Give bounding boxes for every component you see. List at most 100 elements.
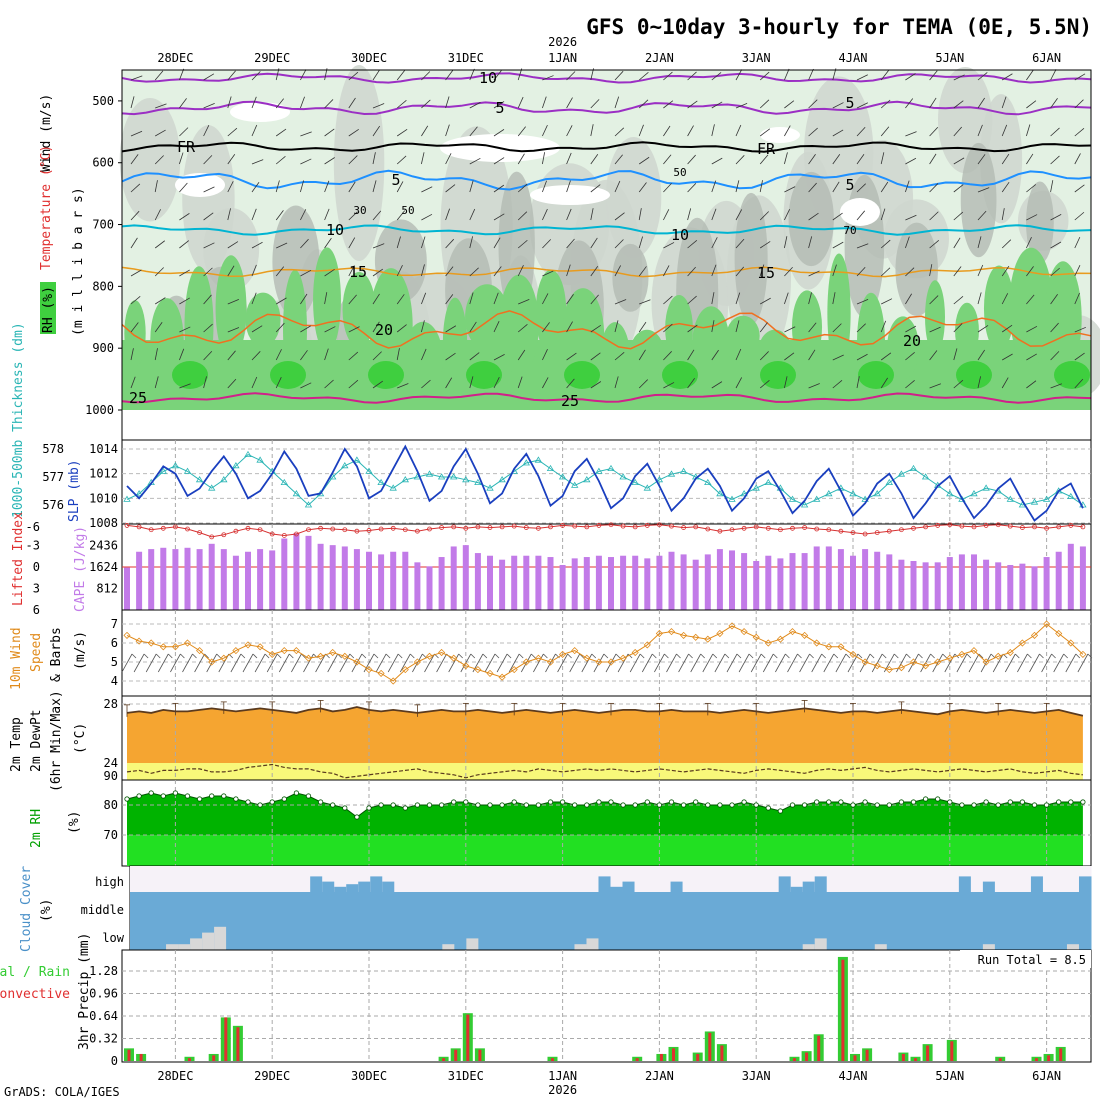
- top-day-label: 28DEC: [157, 51, 193, 65]
- li-tick: 0: [33, 560, 40, 574]
- cape-bar: [922, 562, 929, 610]
- wind10m-barb-flag: [833, 653, 839, 659]
- wind10m-barb-flag: [1075, 653, 1081, 659]
- lifted-index-point: [669, 523, 674, 529]
- wind10m-barb-flag: [240, 653, 246, 659]
- rh2m-point: [209, 793, 215, 799]
- wind-barb: [203, 376, 207, 389]
- cloud-mid-bar: [730, 892, 744, 950]
- cloud-high-bar: [958, 876, 972, 892]
- top-year-label: 2026: [548, 35, 577, 49]
- cloud-mid-bar: [286, 892, 299, 950]
- wind-barb: [735, 348, 742, 361]
- precip-conv-bar: [454, 1049, 458, 1061]
- wind-barb: [832, 380, 843, 389]
- wind-barb: [929, 350, 938, 361]
- wind-barb: [493, 292, 499, 305]
- wind-barb: [977, 72, 988, 81]
- cloud-high-clear: [874, 866, 888, 892]
- rh-green-area: [465, 284, 509, 351]
- top-day-label: 6JAN: [1032, 51, 1061, 65]
- wind-barb: [687, 154, 696, 165]
- wind-barb: [203, 155, 213, 165]
- cloud-high-clear: [634, 866, 648, 892]
- wind10m-barb: [1017, 653, 1028, 673]
- cape-bar: [232, 555, 239, 610]
- wind10m-barb-flag: [603, 653, 609, 659]
- wind-barb: [542, 124, 548, 137]
- cloud-high-clear: [742, 866, 756, 892]
- wind-barb: [663, 382, 675, 389]
- precip-conv-bar: [998, 1058, 1002, 1061]
- cape-bar: [898, 559, 905, 610]
- bottom-time-axis: 28DEC 29DEC 30DEC 31DEC 1JAN 2JAN 3JAN 4JAN 5JAN…: [157, 1069, 1061, 1097]
- wind10m-barb: [533, 653, 544, 673]
- rh2m-point: [947, 799, 953, 805]
- wind-barb: [421, 186, 433, 193]
- precip-conv-bar: [659, 1053, 663, 1061]
- wind-barb: [130, 237, 138, 249]
- thickness-point: [800, 501, 809, 508]
- cloud-mid-bar: [238, 892, 251, 950]
- cloud-mid-bar: [442, 892, 455, 950]
- wind-barb: [856, 126, 866, 137]
- rh2m-point: [1019, 799, 1026, 805]
- precip-conv-bar: [926, 1045, 930, 1061]
- wind-barb: [251, 351, 261, 361]
- wind10m-point: [450, 654, 458, 662]
- cloud-high-clear: [850, 866, 864, 892]
- lifted-index-point: [499, 524, 505, 530]
- precip-conv-bar: [551, 1058, 554, 1061]
- cape-bar: [535, 555, 542, 610]
- cape-tick: 2436: [89, 539, 118, 553]
- rh-green-area: [791, 290, 823, 364]
- wind-barb: [784, 186, 796, 193]
- wind-barb: [566, 97, 573, 109]
- wind-barb: [590, 294, 599, 305]
- isotherm-15: [121, 266, 1092, 278]
- wind10m-point: [510, 666, 518, 674]
- rh2m-point: [814, 799, 820, 805]
- wind-barb: [1001, 73, 1013, 81]
- wind10m-barb-flag: [180, 653, 185, 659]
- pressure-panel: 10 5 FR 5 10 15 20 25 5 FR 5 10 15 20 25 30 50 50 70 500 60…: [39, 64, 1100, 447]
- lifted-index-point: [717, 528, 723, 534]
- wind10m-barb: [896, 653, 907, 673]
- wind-barb: [929, 183, 939, 193]
- cape-bar: [293, 533, 300, 610]
- wind10m-barb-flag: [252, 653, 258, 659]
- thickness-point: [135, 490, 143, 497]
- cape-bar: [789, 553, 796, 610]
- wind-barb: [493, 129, 505, 137]
- lifted-cape-panel: -3 0 3 6 -6 2436 1624 812 Lifted Index CAPE (J/…: [11, 512, 1092, 617]
- rh-green-area: [599, 322, 631, 396]
- rh2m-point: [693, 799, 699, 805]
- wind-barb: [663, 100, 674, 109]
- thickness-point: [655, 476, 664, 483]
- cloud-high-clear: [430, 866, 443, 892]
- wind10m-point: [401, 666, 409, 674]
- cloud-high-clear: [550, 866, 563, 892]
- wind10m-barb-flag: [216, 653, 221, 659]
- cloud-high-clear: [214, 866, 227, 892]
- wind10m-barb-flag: [1027, 653, 1032, 659]
- wind-barb: [251, 264, 257, 277]
- thickness-point: [873, 490, 881, 497]
- wind-barb: [784, 209, 791, 221]
- wind10m-barb-flag: [155, 653, 161, 659]
- precip-conv-bar: [841, 959, 845, 1061]
- lifted-index-point: [741, 525, 747, 531]
- wind-barb: [154, 180, 158, 193]
- rh2m-point: [378, 802, 384, 808]
- wind-barb: [275, 349, 282, 361]
- cloud-low-bar: [574, 944, 587, 950]
- wind-barb: [275, 297, 287, 305]
- rh2m-point: [596, 799, 602, 805]
- wind-barb: [1050, 383, 1062, 389]
- rh-gray-area: [788, 171, 834, 267]
- thickness-point: [1067, 492, 1075, 499]
- cloud-mid-bar: [1006, 892, 1020, 950]
- cape-bar: [632, 555, 639, 610]
- cloud-high-bar: [1078, 876, 1092, 892]
- wind-barb: [324, 237, 332, 249]
